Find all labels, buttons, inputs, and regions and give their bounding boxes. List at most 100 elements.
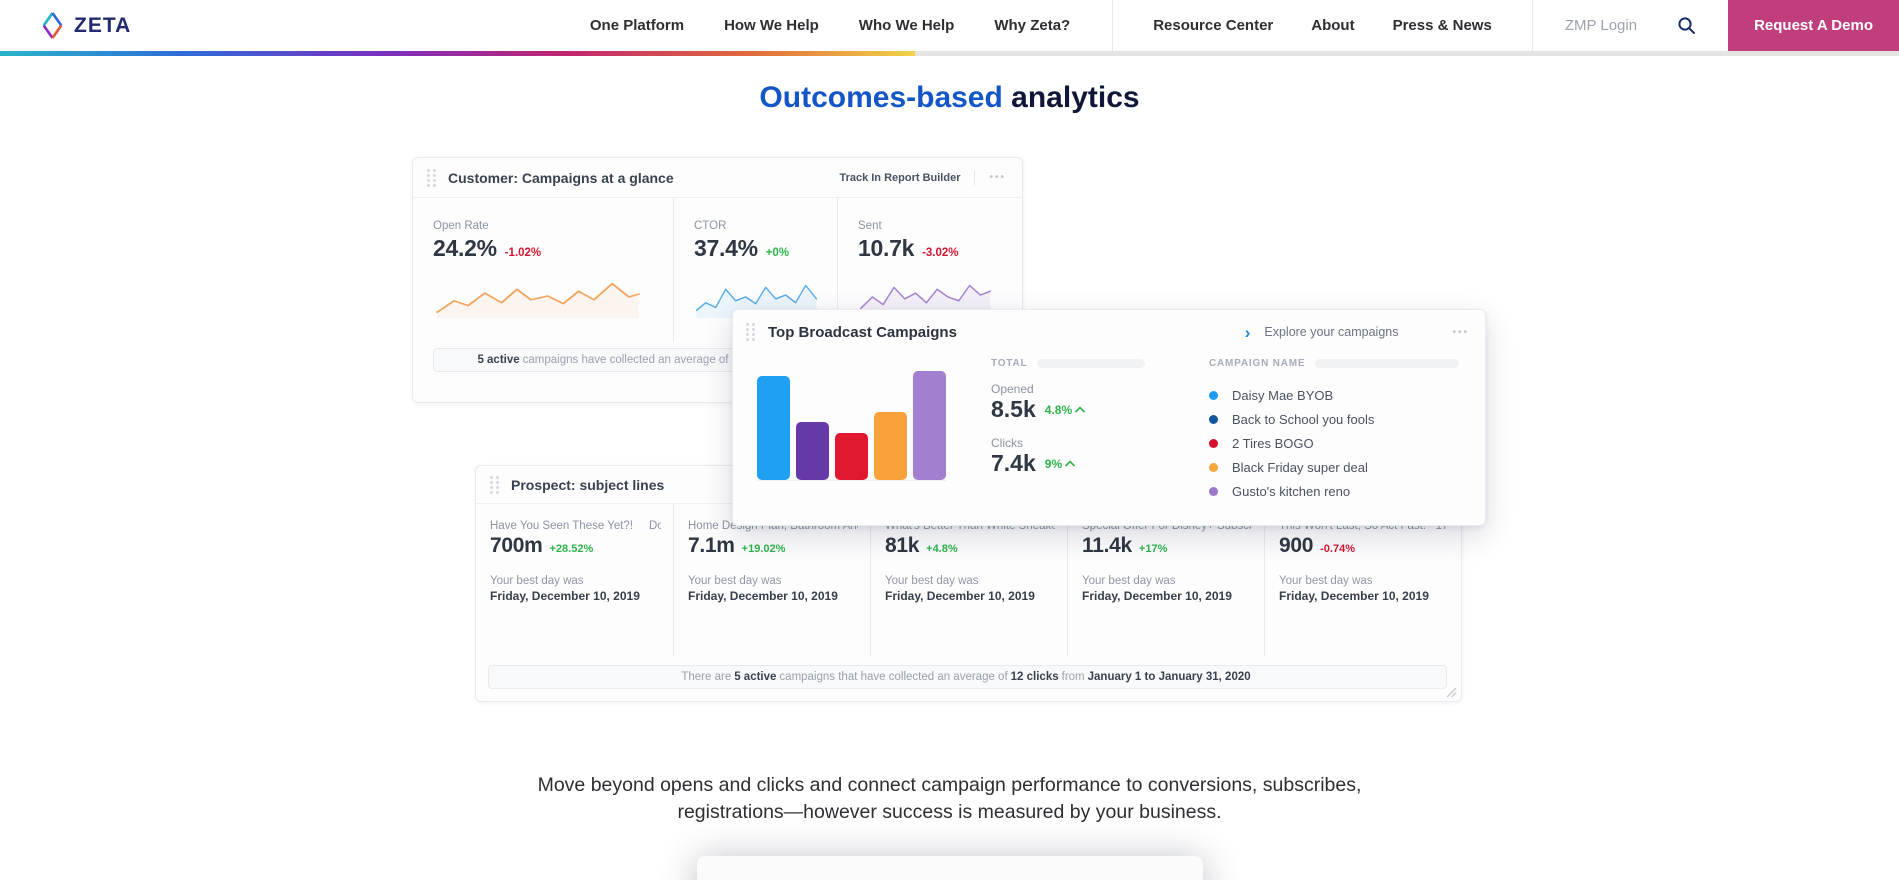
subject-line: Have You Seen These Yet?! Don't <box>490 520 661 532</box>
legend-dot-icon <box>1209 414 1218 424</box>
secondary-nav: Resource Center About Press & News <box>1112 0 1533 51</box>
nav-item-one-platform[interactable]: One Platform <box>589 17 685 34</box>
best-day-value: Friday, December 10, 2019 <box>688 589 838 603</box>
resize-handle-icon[interactable] <box>1446 687 1457 698</box>
campaign-name: Gusto's kitchen reno <box>1232 483 1351 499</box>
subject-metric-value: 7.1m <box>688 534 735 557</box>
best-day-label: Your best day was <box>1279 575 1373 587</box>
caret-up-icon <box>1075 406 1085 413</box>
metric-value: 24.2% <box>433 235 497 261</box>
section-heading: Outcomes-based analytics <box>0 81 1899 115</box>
zeta-logo[interactable]: ZETA <box>40 11 131 40</box>
drag-handle-icon[interactable] <box>490 475 499 494</box>
bar-black-friday <box>874 412 907 480</box>
nav-item-how-we-help[interactable]: How We Help <box>724 17 819 34</box>
nav-item-press-news[interactable]: Press & News <box>1392 17 1492 34</box>
metric-delta: -3.02% <box>922 247 959 259</box>
campaign-legend: CAMPAIGN NAME Daisy Mae BYOB Back to Sch… <box>1209 354 1459 503</box>
chevron-right-icon: › <box>1244 322 1251 342</box>
bar-daisy-mae <box>757 376 790 480</box>
opened-delta: 4.8% <box>1045 403 1085 417</box>
campaign-list-item: 2 Tires BOGO <box>1209 431 1459 455</box>
ellipsis-menu-icon[interactable]: ••• <box>1452 326 1469 338</box>
heading-highlight: Outcomes-based <box>759 81 1003 114</box>
opened-value: 8.5k <box>991 396 1036 422</box>
summary-count: 5 active <box>477 354 520 366</box>
subject-metric-delta: +17% <box>1138 543 1168 555</box>
subject-metric-value: 700m <box>490 534 543 557</box>
zmp-login-link[interactable]: ZMP Login <box>1564 17 1638 34</box>
nav-item-why-zeta[interactable]: Why Zeta? <box>994 17 1071 34</box>
placeholder-bar <box>1037 359 1146 368</box>
bar-back-to-school <box>796 422 829 480</box>
top-navigation: ZETA One Platform How We Help Who We Hel… <box>0 0 1899 51</box>
subject-metric-delta: +19.02% <box>741 543 786 555</box>
divider <box>974 170 976 185</box>
summary-text: campaigns that have collected an average… <box>779 671 1008 683</box>
subject-metric-value: 81k <box>885 534 920 557</box>
progress-fill <box>0 51 916 56</box>
clicks-value: 7.4k <box>991 450 1036 476</box>
prospect-card-title: Prospect: subject lines <box>511 476 665 493</box>
campaign-list-item: Gusto's kitchen reno <box>1209 479 1459 503</box>
subject-column: Special Offer For Disney+ Subscribe 11.4… <box>1067 504 1264 656</box>
metric-value: 37.4% <box>694 235 758 261</box>
drag-handle-icon[interactable] <box>746 323 755 341</box>
best-day-value: Friday, December 10, 2019 <box>490 589 640 603</box>
zeta-diamond-icon <box>42 12 63 39</box>
best-day-label: Your best day was <box>1082 575 1176 587</box>
nav-item-resource-center[interactable]: Resource Center <box>1153 17 1274 34</box>
logo-wordmark: ZETA <box>74 13 132 37</box>
metric-label: Sent <box>858 220 882 232</box>
subject-line-metrics: Have You Seen These Yet?! Don't 700m +28… <box>476 504 1461 656</box>
campaign-name: Daisy Mae BYOB <box>1232 387 1334 403</box>
campaign-list-item: Black Friday super deal <box>1209 455 1459 479</box>
best-day-label: Your best day was <box>688 575 782 587</box>
best-day-value: Friday, December 10, 2019 <box>1082 589 1232 603</box>
broadcast-card-title: Top Broadcast Campaigns <box>768 323 957 341</box>
subject-metric-delta: -0.74% <box>1320 543 1355 555</box>
summary-text: from <box>1061 671 1085 683</box>
subject-column: Have You Seen These Yet?! Don't 700m +28… <box>476 504 673 656</box>
best-day-value: Friday, December 10, 2019 <box>885 589 1035 603</box>
subject-metric-delta: +28.52% <box>549 543 594 555</box>
bar-2-tires-bogo <box>835 433 868 480</box>
summary-text: There are <box>681 671 732 683</box>
best-day-label: Your best day was <box>490 575 584 587</box>
glance-card-header: Customer: Campaigns at a glance Track In… <box>413 158 1022 198</box>
clicks-delta: 9% <box>1045 457 1075 471</box>
campaign-name: Back to School you fools <box>1232 411 1375 427</box>
analytics-section: Outcomes-based analytics Customer: Campa… <box>0 56 1899 880</box>
primary-nav: One Platform How We Help Who We Help Why… <box>590 0 1070 51</box>
search-icon[interactable] <box>1677 16 1696 35</box>
metric-label: CTOR <box>694 220 727 232</box>
explore-campaigns-link[interactable]: Explore your campaigns <box>1264 325 1399 339</box>
drag-handle-icon[interactable] <box>427 168 436 187</box>
subject-metric-delta: +4.8% <box>926 543 958 555</box>
total-label: TOTAL <box>991 358 1028 369</box>
nav-item-who-we-help[interactable]: Who We Help <box>858 17 955 34</box>
subject-metric-value: 11.4k <box>1082 534 1132 557</box>
campaigns-bar-chart <box>733 354 946 503</box>
glance-card-title: Customer: Campaigns at a glance <box>448 169 674 186</box>
totals-section: TOTAL Opened 8.5k 4.8% Clicks 7.4k <box>991 354 1209 503</box>
ellipsis-menu-icon[interactable]: ••• <box>989 172 1006 183</box>
next-section-card-peek <box>696 856 1203 880</box>
top-broadcast-campaigns-card: Top Broadcast Campaigns › Explore your c… <box>732 309 1486 526</box>
subject-column: What's Better Than White Sneakers? 81k +… <box>870 504 1067 656</box>
subject-column: Home Design Plan, Bathroom And... 7.1m +… <box>673 504 870 656</box>
track-in-report-builder-link[interactable]: Track In Report Builder <box>839 171 961 184</box>
metric-value: 10.7k <box>858 235 915 261</box>
broadcast-card-header: Top Broadcast Campaigns › Explore your c… <box>733 310 1485 354</box>
legend-dot-icon <box>1209 462 1218 472</box>
campaign-name: Black Friday super deal <box>1232 459 1368 475</box>
caret-up-icon <box>1065 460 1075 467</box>
heading-rest: analytics <box>1002 81 1140 114</box>
request-demo-button[interactable]: Request A Demo <box>1728 0 1899 51</box>
campaign-list-item: Back to School you fools <box>1209 407 1459 431</box>
summary-date-range: January 1 to January 31, 2020 <box>1087 671 1251 683</box>
nav-item-about[interactable]: About <box>1311 17 1355 34</box>
best-day-label: Your best day was <box>885 575 979 587</box>
legend-dot-icon <box>1209 486 1218 496</box>
